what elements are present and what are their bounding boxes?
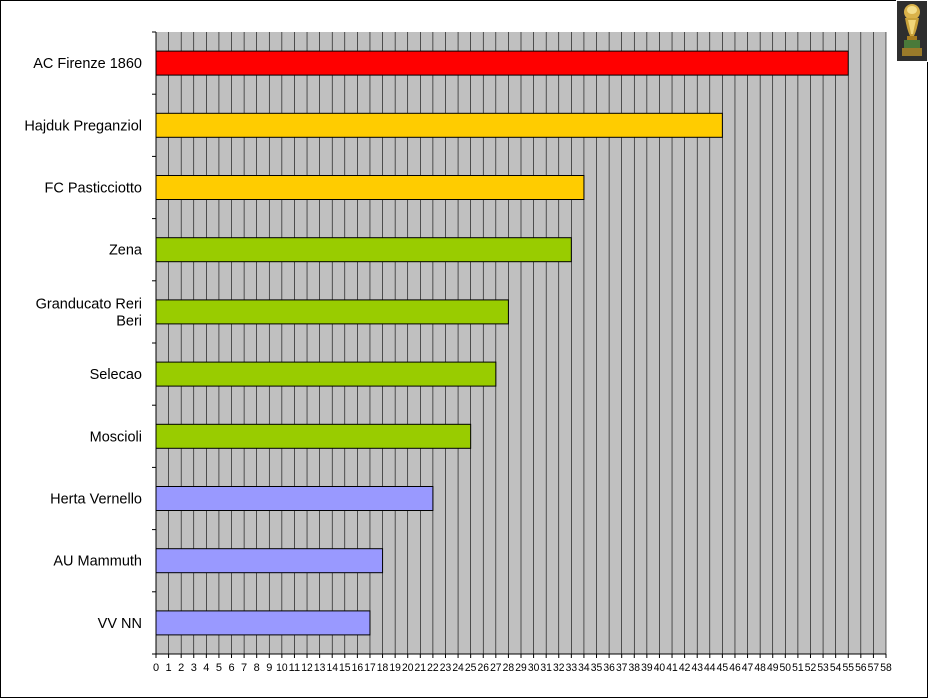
x-tick-label: 48 xyxy=(754,662,766,674)
x-tick-label: 20 xyxy=(402,662,414,674)
x-tick-label: 43 xyxy=(691,662,703,674)
x-tick-label: 38 xyxy=(629,662,641,674)
bar xyxy=(155,175,585,200)
bars xyxy=(155,50,849,636)
x-tick-label: 29 xyxy=(515,662,527,674)
x-tick-labels: 0 1 2 3 4 5 6 7 8 9 10 11 12 13 14 15 16 17 18 19 20 21 22 23 24… xyxy=(153,662,892,674)
x-tick-label: 51 xyxy=(792,662,804,674)
x-tick-label: 23 xyxy=(440,662,452,674)
x-tick-label: 33 xyxy=(566,662,578,674)
category-label: Zena xyxy=(109,243,143,259)
x-tick-label: 6 xyxy=(228,662,234,674)
category-label: Hajduk Preganziol xyxy=(24,118,142,134)
x-tick-label: 50 xyxy=(780,662,792,674)
x-tick-label: 13 xyxy=(314,662,326,674)
category-label: VV NN xyxy=(98,616,142,632)
bar xyxy=(155,548,384,574)
x-tick-label: 3 xyxy=(191,662,197,674)
x-tick-label: 55 xyxy=(842,662,854,674)
x-tick-label: 15 xyxy=(339,662,351,674)
x-tick-label: 35 xyxy=(591,662,603,674)
x-tick-label: 0 xyxy=(153,662,159,674)
x-tick-label: 17 xyxy=(364,662,376,674)
x-tick-label: 4 xyxy=(203,662,209,674)
x-tick-label: 47 xyxy=(742,662,754,674)
x-tick-label: 11 xyxy=(289,662,301,674)
x-tick-label: 31 xyxy=(540,662,552,674)
x-tick-label: 32 xyxy=(553,662,565,674)
category-label: Herta Vernello xyxy=(50,492,142,508)
category-label: AU Mammuth xyxy=(53,554,142,570)
x-tick-label: 40 xyxy=(654,662,666,674)
x-tick-label: 39 xyxy=(641,662,653,674)
x-tick-label: 58 xyxy=(880,662,892,674)
bar xyxy=(155,50,849,76)
x-tick-label: 18 xyxy=(377,662,389,674)
x-tick-label: 22 xyxy=(427,662,439,674)
x-tick-label: 49 xyxy=(767,662,779,674)
x-tick-label: 26 xyxy=(477,662,489,674)
x-tick-label: 28 xyxy=(503,662,515,674)
x-tick-label: 30 xyxy=(528,662,540,674)
x-tick-label: 53 xyxy=(817,662,829,674)
bar xyxy=(155,486,434,511)
x-tick-label: 36 xyxy=(603,662,615,674)
bar xyxy=(155,237,572,263)
x-tick-label: 14 xyxy=(326,662,338,674)
x-tick-label: 42 xyxy=(679,662,691,674)
bar xyxy=(155,423,472,449)
category-label: Moscioli xyxy=(90,429,142,445)
x-tick-label: 44 xyxy=(704,662,716,674)
x-tick-label: 37 xyxy=(616,662,628,674)
category-label: Selecao xyxy=(90,367,142,383)
x-tick-label: 34 xyxy=(578,662,590,674)
x-tick-label: 25 xyxy=(465,662,477,674)
category-label: AC Firenze 1860 xyxy=(33,56,142,72)
category-label: Granducato Reri Beri xyxy=(36,296,142,329)
x-tick-label: 5 xyxy=(216,662,222,674)
x-tick-label: 9 xyxy=(266,662,272,674)
bar xyxy=(155,112,723,138)
x-tick-label: 27 xyxy=(490,662,502,674)
x-tick-label: 16 xyxy=(352,662,364,674)
x-tick-label: 52 xyxy=(805,662,817,674)
bar xyxy=(155,610,371,636)
x-tick-label: 46 xyxy=(729,662,741,674)
bar xyxy=(155,361,497,387)
x-tick-label: 7 xyxy=(241,662,247,674)
x-tick-label: 56 xyxy=(855,662,867,674)
axes xyxy=(152,31,887,658)
trophy-icon xyxy=(896,0,928,62)
x-tick-label: 19 xyxy=(389,662,401,674)
category-label: FC Pasticciotto xyxy=(45,181,143,197)
x-tick-label: 57 xyxy=(868,662,880,674)
x-tick-label: 8 xyxy=(254,662,260,674)
x-tick-label: 45 xyxy=(717,662,729,674)
x-tick-label: 54 xyxy=(830,662,842,674)
x-tick-label: 1 xyxy=(166,662,172,674)
bar xyxy=(155,299,509,325)
x-tick-label: 24 xyxy=(452,662,464,674)
x-tick-label: 2 xyxy=(178,662,184,674)
x-tick-label: 21 xyxy=(415,662,427,674)
x-tick-label: 12 xyxy=(301,662,313,674)
x-tick-label: 10 xyxy=(276,662,288,674)
x-tick-label: 41 xyxy=(666,662,678,674)
category-labels: AC Firenze 1860 Hajduk Preganziol FC Pasti… xyxy=(24,56,143,632)
